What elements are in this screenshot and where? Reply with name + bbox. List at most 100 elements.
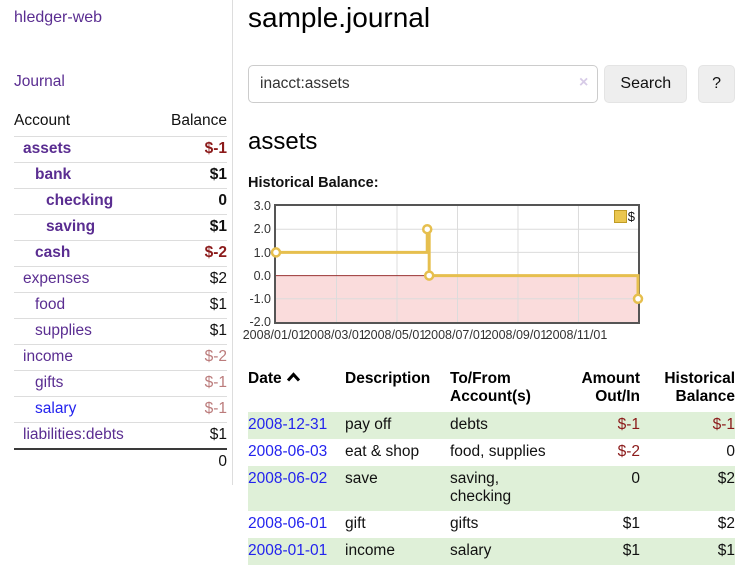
transaction-date-cell: 2008-01-01: [248, 538, 345, 565]
account-row: assets $-1: [14, 136, 227, 163]
account-row: cash $-2: [14, 240, 227, 267]
account-link[interactable]: bank: [35, 166, 72, 183]
x-tick-label: 2008/09/01: [484, 328, 548, 343]
x-tick-label: 2008/03/01: [303, 328, 366, 343]
main-content: sample.journal × Search ? assets Histori…: [243, 0, 735, 566]
account-link[interactable]: food: [35, 296, 66, 313]
transaction-date-link[interactable]: 2008-12-31: [248, 416, 328, 434]
account-balance: $-1: [155, 136, 227, 163]
clear-search-icon[interactable]: ×: [579, 74, 589, 92]
account-link[interactable]: gifts: [35, 374, 64, 391]
y-tick-label: 2.0: [253, 222, 271, 237]
x-tick-label: 2008/05/01: [363, 328, 427, 343]
account-row: food $1: [14, 292, 227, 319]
chart-plot-area: $: [270, 204, 644, 325]
account-cell: bank: [14, 162, 156, 189]
account-balance: $1: [155, 292, 227, 319]
register-header-balance: Historical Balance: [664, 370, 735, 406]
transaction-balance: $-1: [712, 416, 735, 434]
accounts-total-row: 0: [14, 448, 227, 475]
account-link[interactable]: supplies: [35, 322, 92, 339]
account-row: salary $-1: [14, 396, 227, 423]
account-cell: assets: [14, 136, 156, 163]
register-header-date[interactable]: Date: [248, 368, 345, 412]
search-input[interactable]: [248, 65, 599, 104]
chart-legend: $: [613, 209, 635, 225]
account-link[interactable]: liabilities:debts: [23, 426, 124, 443]
account-cell: checking: [14, 188, 156, 215]
chart-title: Historical Balance:: [248, 175, 379, 192]
transaction-balance: $2: [717, 470, 735, 488]
accounts-total-value: 0: [155, 448, 227, 475]
accounts-header-balance: Balance: [170, 112, 227, 129]
x-tick-label: 2008/01/01: [242, 328, 306, 343]
register-table: Date Description To/From Account(s) Amou…: [248, 368, 735, 566]
transaction-date-link[interactable]: 2008-06-02: [248, 470, 328, 488]
register-header-amount: Amount Out/In: [581, 370, 640, 406]
account-balance: $1: [155, 422, 227, 449]
search-box: ×: [248, 65, 599, 104]
accounts-table: Account Balance assets $-1 bank $1 checking 0…: [14, 107, 227, 475]
search-form: × Search ?: [248, 65, 735, 104]
transaction-accounts: food, supplies: [450, 443, 546, 461]
transaction-amount: $1: [622, 515, 640, 533]
search-button[interactable]: Search: [604, 65, 688, 104]
account-row: bank $1: [14, 162, 227, 189]
account-link[interactable]: income: [23, 348, 73, 365]
legend-swatch-icon: [613, 210, 627, 224]
transaction-date-cell: 2008-06-02: [248, 466, 345, 511]
accounts-table-header: Account Balance: [14, 107, 227, 137]
transaction-description: income: [345, 542, 395, 560]
account-cell: food: [14, 292, 156, 319]
transaction-date-link[interactable]: 2008-01-01: [248, 542, 328, 560]
transaction-row: 2008-06-02 save saving, checking 0 $2: [248, 466, 735, 512]
account-row: saving $1: [14, 214, 227, 241]
transaction-row: 2008-01-01 income salary $1 $1: [248, 538, 735, 566]
transaction-balance: $2: [717, 515, 735, 533]
account-row: income $-2: [14, 344, 227, 371]
transaction-accounts: saving, checking: [450, 470, 512, 506]
sidebar: hledger-web Journal Account Balance asse…: [0, 0, 233, 485]
account-link[interactable]: checking: [46, 192, 114, 209]
account-balance: $-1: [155, 396, 227, 423]
transaction-accounts: salary: [450, 542, 492, 560]
account-link[interactable]: assets: [23, 140, 72, 157]
account-balance: $-2: [155, 344, 227, 371]
account-link[interactable]: saving: [46, 218, 96, 235]
register-header-accounts: To/From Account(s): [450, 370, 531, 406]
balance-chart: 3.0 2.0 1.0 0.0 -1.0 -2.0 $ 2008/01/01 2008/03…: [243, 199, 644, 346]
y-tick-label: 0.0: [253, 268, 271, 283]
transaction-date-link[interactable]: 2008-06-03: [248, 443, 328, 461]
sort-ascending-icon: [286, 370, 301, 388]
chart-y-axis: 3.0 2.0 1.0 0.0 -1.0 -2.0: [248, 199, 272, 329]
chart-svg: [270, 206, 644, 323]
y-tick-label: 3.0: [253, 199, 271, 214]
transaction-amount: $-1: [617, 416, 640, 434]
transaction-date-cell: 2008-06-03: [248, 439, 345, 466]
help-button[interactable]: ?: [698, 65, 735, 104]
transaction-amount: 0: [631, 470, 640, 488]
account-cell: cash: [14, 240, 156, 267]
legend-label: $: [627, 209, 635, 225]
account-link[interactable]: cash: [35, 244, 71, 261]
register-header-description: Description: [345, 370, 431, 388]
account-cell: supplies: [14, 318, 156, 345]
account-cell: expenses: [14, 266, 156, 293]
account-row: supplies $1: [14, 318, 227, 345]
account-link[interactable]: salary: [35, 400, 77, 417]
transaction-amount: $1: [622, 542, 640, 560]
transaction-date-link[interactable]: 2008-06-01: [248, 515, 328, 533]
transaction-date-cell: 2008-06-01: [248, 511, 345, 538]
account-balance: $1: [155, 318, 227, 345]
account-link[interactable]: expenses: [23, 270, 90, 287]
app-brand-link[interactable]: hledger-web: [14, 9, 103, 26]
account-row: expenses $2: [14, 266, 227, 293]
transaction-accounts: gifts: [450, 515, 479, 533]
accounts-header-account: Account: [14, 112, 71, 129]
account-balance: $-2: [155, 240, 227, 267]
transaction-row: 2008-06-01 gift gifts $1 $2: [248, 511, 735, 538]
transaction-description: gift: [345, 515, 366, 533]
account-balance: $1: [155, 214, 227, 241]
sidebar-item-journal[interactable]: Journal: [14, 73, 65, 90]
x-tick-label: 2008/07/01: [424, 328, 487, 343]
